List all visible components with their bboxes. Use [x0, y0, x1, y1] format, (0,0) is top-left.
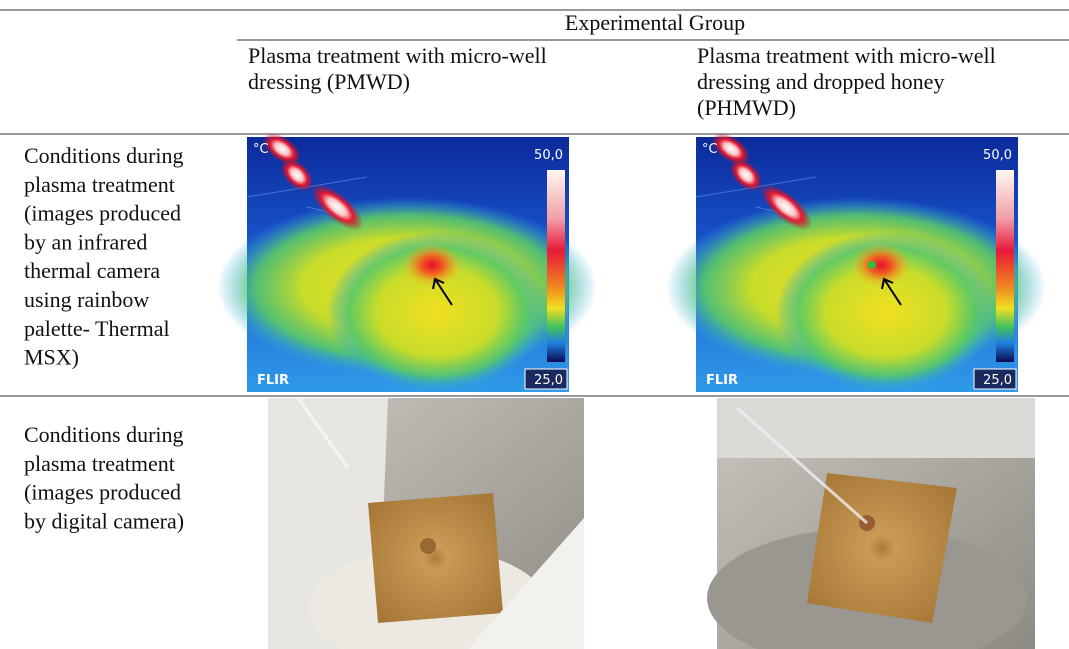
- row-label: Conditions during plasma treatment (images…: [24, 422, 184, 533]
- row-label-line: by an infrared: [24, 229, 147, 254]
- row-label-line: palette- Thermal: [24, 316, 170, 341]
- thermal-image: °C 50,0 25,0 FLIR: [665, 125, 1047, 394]
- column-header: Plasma treatment with micro-well: [248, 43, 547, 68]
- photo: [268, 397, 584, 649]
- row-label-line: Conditions during: [24, 422, 184, 447]
- image-text: FLIR: [257, 373, 289, 388]
- row-label: Conditions during plasma treatment (images…: [24, 143, 184, 370]
- group-header: Experimental Group: [565, 10, 745, 35]
- image-text: 50,0: [534, 148, 563, 163]
- image-text: 25,0: [534, 373, 563, 388]
- image-text: FLIR: [706, 373, 738, 388]
- row-label-line: plasma treatment: [24, 172, 175, 197]
- image-text: 50,0: [983, 148, 1012, 163]
- row-label-line: plasma treatment: [24, 451, 175, 476]
- row-label-line: MSX): [24, 345, 79, 370]
- photo: [707, 398, 1035, 649]
- row-label-line: Conditions during: [24, 143, 184, 168]
- column-header: dressing and dropped honey: [697, 69, 944, 94]
- column-header: Plasma treatment with micro-well: [697, 43, 996, 68]
- row-label-line: thermal camera: [24, 258, 160, 283]
- row-label-line: using rainbow: [24, 287, 149, 312]
- row-label-line: by digital camera): [24, 508, 184, 533]
- image-text: °C: [253, 142, 269, 157]
- column-header: (PHMWD): [697, 95, 796, 120]
- thermal-image: °C 50,0 25,0 FLIR: [216, 125, 598, 394]
- image-text: °C: [702, 142, 718, 157]
- row-label-line: (images produced: [24, 201, 181, 226]
- image-text: 25,0: [983, 373, 1012, 388]
- row-label-line: (images produced: [24, 480, 181, 505]
- column-header: dressing (PMWD): [248, 69, 410, 94]
